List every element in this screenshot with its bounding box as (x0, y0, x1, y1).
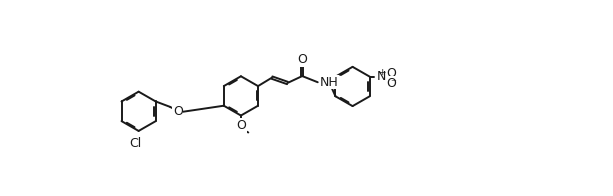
Text: O: O (386, 77, 396, 90)
Text: NH: NH (319, 76, 338, 89)
Text: O: O (297, 53, 307, 66)
Text: ⁻: ⁻ (390, 78, 396, 88)
Text: Cl: Cl (129, 137, 142, 150)
Text: O: O (173, 105, 183, 118)
Text: N: N (376, 70, 386, 83)
Text: O: O (386, 67, 396, 80)
Text: +: + (378, 68, 386, 77)
Text: O: O (237, 119, 246, 132)
